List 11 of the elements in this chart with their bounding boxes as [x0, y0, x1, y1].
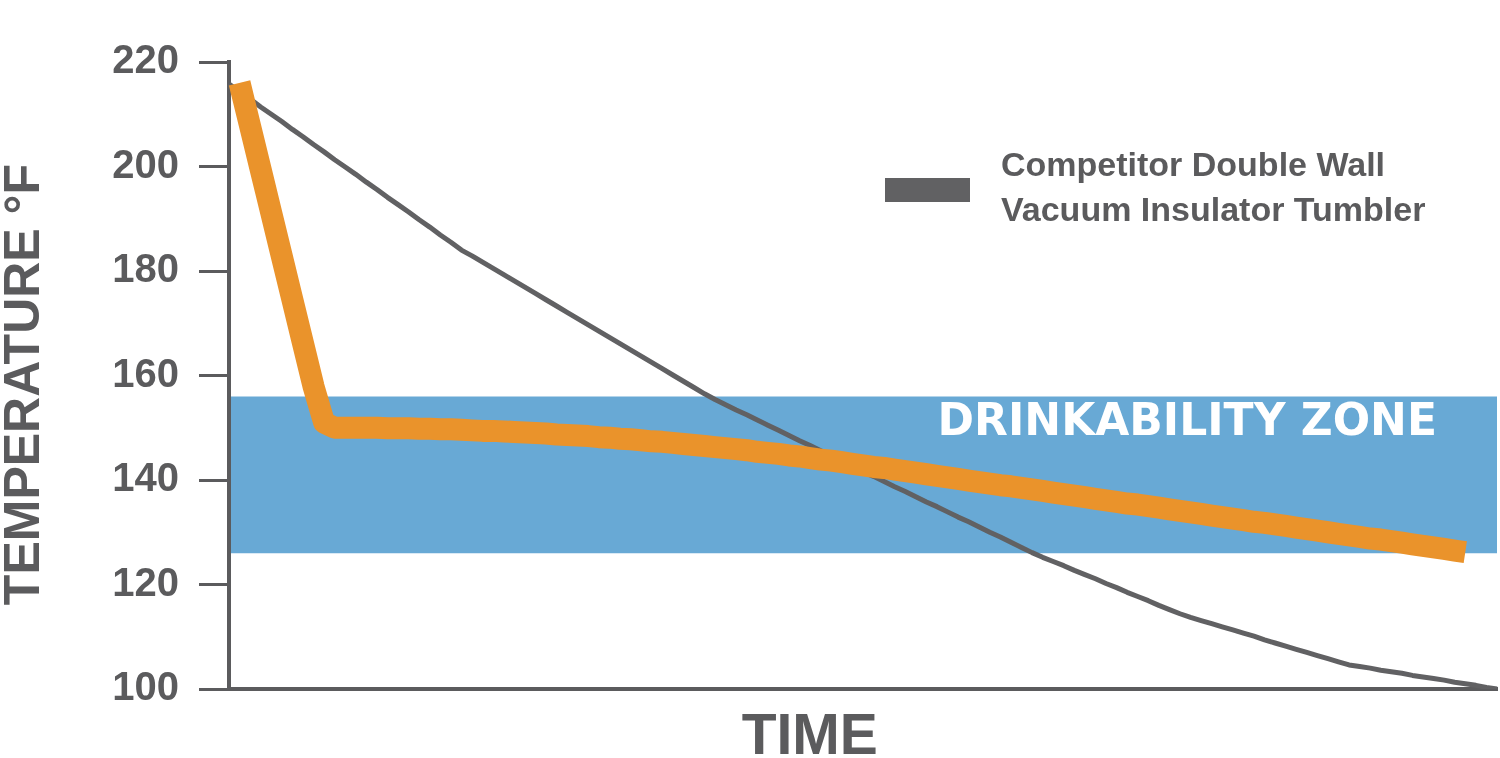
- y-tick-label: 220: [112, 37, 179, 82]
- band-label: DRINKABILITY ZONE: [937, 393, 1437, 445]
- y-tick-label: 140: [112, 455, 179, 500]
- y-tick-label: 180: [112, 246, 179, 291]
- y-tick-label: 100: [112, 664, 179, 709]
- y-tick-label: 200: [112, 141, 179, 186]
- legend-label: Competitor Double Wall Vacuum Insulator Tumbler: [1001, 145, 1426, 229]
- y-axis-title: TEMPERATURE °F: [0, 163, 50, 606]
- y-tick-label: 120: [112, 559, 179, 604]
- x-axis-title: TIME: [741, 702, 878, 758]
- y-tick-label: 160: [112, 350, 179, 395]
